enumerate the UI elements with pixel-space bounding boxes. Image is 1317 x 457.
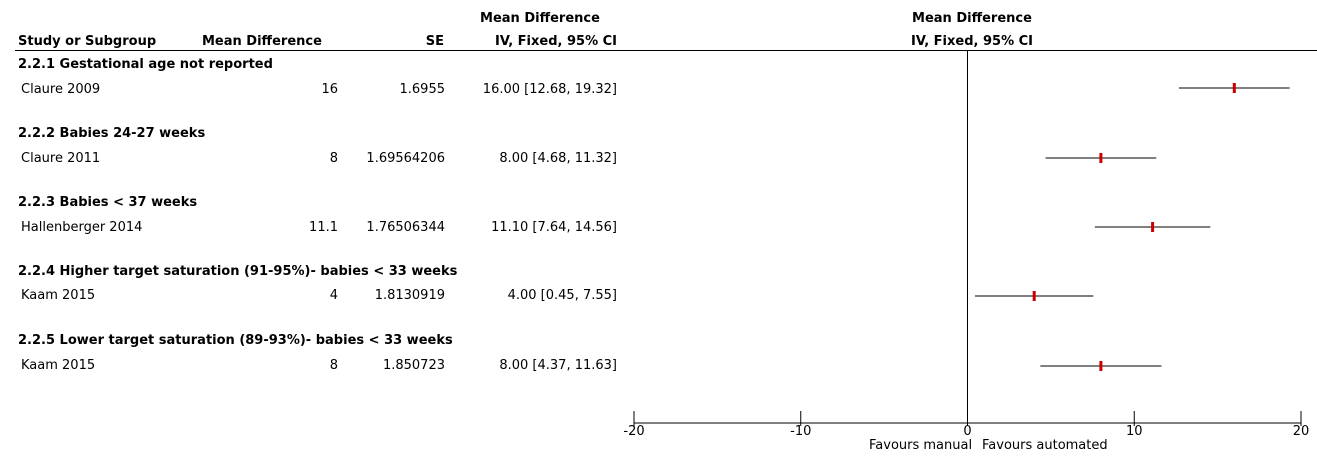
col-header-study: Study or Subgroup <box>18 34 157 49</box>
subgroup-title: 2.2.3 Babies < 37 weeks <box>18 195 198 210</box>
study-name: Claure 2011 <box>21 151 101 166</box>
x-tick-label: 20 <box>1293 424 1310 439</box>
x-tick-label: -10 <box>790 424 811 439</box>
study-name: Claure 2009 <box>21 82 101 97</box>
point-estimate-marker <box>1032 291 1036 301</box>
study-md: 11.1 <box>309 220 338 235</box>
point-estimate-marker <box>1099 361 1103 371</box>
subgroup-title: 2.2.2 Babies 24-27 weeks <box>18 126 206 141</box>
x-tick-label: 0 <box>963 424 971 439</box>
point-estimate-marker <box>1151 222 1155 232</box>
study-se: 1.850723 <box>382 358 445 373</box>
study-se: 1.69564206 <box>366 151 445 166</box>
point-estimate-marker <box>1099 153 1103 163</box>
header-rule <box>15 50 1317 51</box>
plot-header: Mean Difference <box>912 11 1032 26</box>
study-md: 8 <box>329 358 338 373</box>
col-header-mean-difference: Mean Difference <box>202 34 322 49</box>
study-ci: 16.00 [12.68, 19.32] <box>482 82 617 97</box>
subgroup-title: 2.2.5 Lower target saturation (89-93%)- … <box>18 333 453 348</box>
header-group-mean-difference: Mean Difference <box>480 11 600 26</box>
point-estimate-marker <box>1232 83 1236 93</box>
study-name: Kaam 2015 <box>21 358 96 373</box>
study-md: 16 <box>321 82 338 97</box>
study-se: 1.76506344 <box>366 220 445 235</box>
favours-right-label: Favours automated <box>982 438 1108 453</box>
x-tick-label: -20 <box>623 424 644 439</box>
study-ci: 8.00 [4.37, 11.63] <box>499 358 617 373</box>
subgroup-title: 2.2.4 Higher target saturation (91-95%)-… <box>18 264 458 279</box>
study-se: 1.6955 <box>399 82 446 97</box>
subgroup-title: 2.2.1 Gestational age not reported <box>18 57 273 72</box>
study-ci: 8.00 [4.68, 11.32] <box>499 151 617 166</box>
col-header-se: SE <box>425 34 444 49</box>
plot-subheader: IV, Fixed, 95% CI <box>910 34 1033 49</box>
study-se: 1.8130919 <box>374 288 445 303</box>
col-header-ci: IV, Fixed, 95% CI <box>494 34 617 49</box>
x-tick-label: 10 <box>1126 424 1143 439</box>
study-name: Hallenberger 2014 <box>21 220 143 235</box>
study-name: Kaam 2015 <box>21 288 96 303</box>
study-md: 4 <box>329 288 338 303</box>
favours-left-label: Favours manual <box>869 438 973 453</box>
study-ci: 4.00 [0.45, 7.55] <box>507 288 617 303</box>
study-ci: 11.10 [7.64, 14.56] <box>491 220 617 235</box>
study-md: 8 <box>329 151 338 166</box>
